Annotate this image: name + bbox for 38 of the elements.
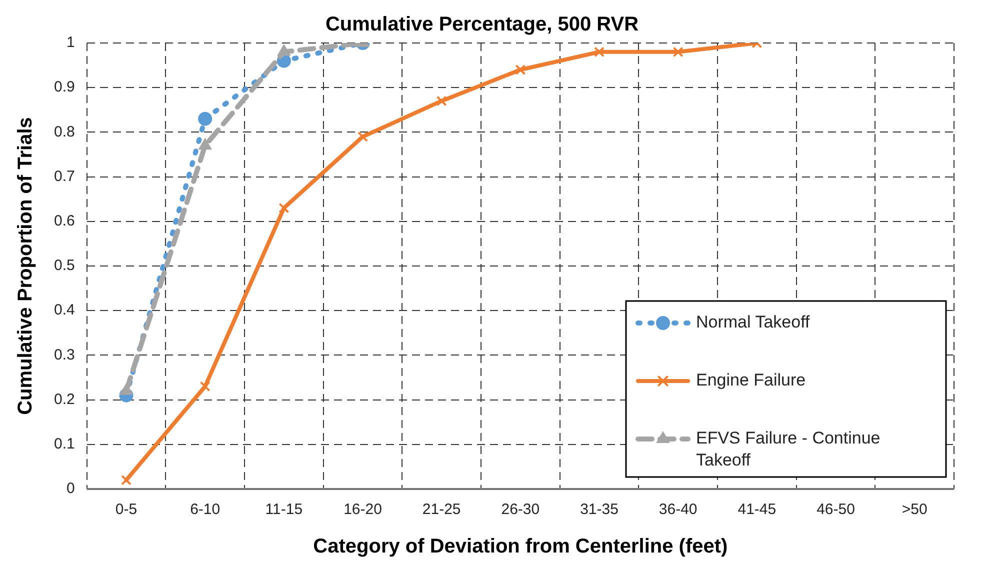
x-tick-label: 21-25	[422, 501, 461, 518]
x-tick-label: 36-40	[658, 501, 698, 518]
x-tick-label: 6-10	[190, 501, 220, 518]
x-tick-label: 41-45	[738, 501, 776, 518]
point	[515, 64, 526, 76]
legend-label: EFVS Failure - Continue Takeoff	[696, 428, 880, 470]
x-tick-label: 31-35	[580, 501, 618, 518]
point	[200, 381, 210, 392]
x-tick-label: 0-5	[115, 501, 138, 518]
point	[358, 131, 368, 142]
point	[198, 112, 212, 126]
y-tick-label: 0	[66, 480, 75, 498]
y-tick-label: 0.8	[54, 123, 75, 140]
y-tick-label: 0.2	[54, 390, 75, 408]
legend-label: Normal Takeoff	[696, 312, 810, 332]
point	[198, 138, 212, 150]
x-tick-label: 16-20	[344, 501, 382, 518]
y-axis-title: Cumulative Proportion of Trials	[14, 117, 37, 415]
x-tick-label: >50	[902, 501, 928, 518]
x-axis-title: Category of Deviation from Centerline (feet)	[313, 536, 728, 558]
y-tick-label: 1	[66, 34, 75, 52]
x-tick-label: 11-15	[265, 501, 303, 518]
legend-label: Engine Failure	[696, 370, 806, 390]
y-tick-label: 0.3	[54, 346, 75, 364]
y-tick-label: 0.9	[54, 78, 75, 96]
y-tick-label: 0.6	[54, 212, 75, 230]
y-tick-label: 0.5	[54, 257, 75, 274]
x-tick-label: 46-50	[816, 501, 855, 518]
y-tick-label: 0.7	[54, 168, 75, 185]
x-tick-label: 26-30	[501, 501, 540, 518]
point	[278, 202, 290, 214]
point	[672, 46, 684, 58]
point	[594, 46, 604, 58]
point	[121, 474, 132, 486]
chart-title: Cumulative Percentage, 500 RVR	[325, 14, 640, 36]
y-tick-label: 0.1	[54, 436, 75, 453]
y-tick-label: 0.4	[54, 302, 75, 319]
point	[436, 96, 447, 106]
